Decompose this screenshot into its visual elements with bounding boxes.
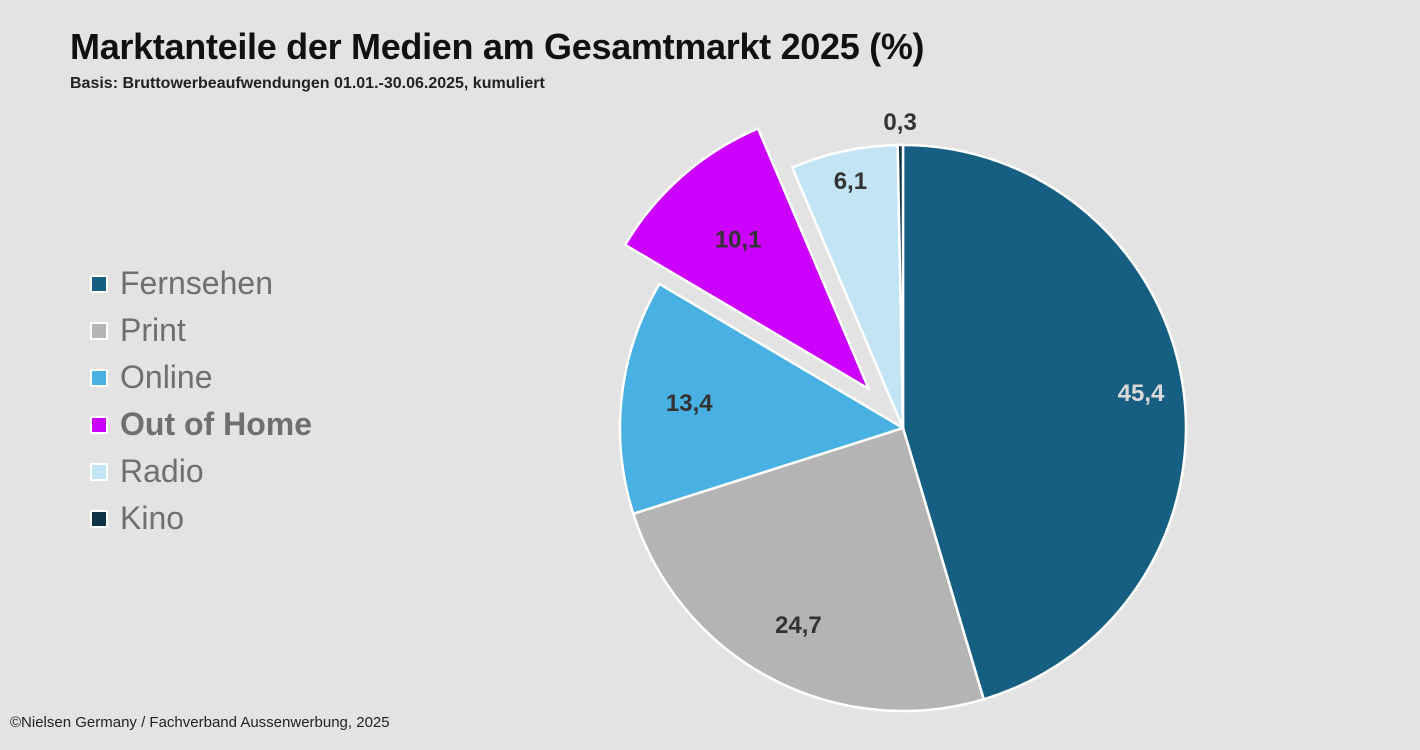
legend-label-kino: Kino xyxy=(120,500,185,536)
legend-item-radio: Radio xyxy=(90,448,312,495)
pie-slice-out-of-home xyxy=(623,127,870,391)
legend-item-fernsehen: Fernsehen xyxy=(90,260,312,307)
pie-slice-kino xyxy=(896,143,905,430)
data-label-out-of-home: 10,1 xyxy=(715,226,762,253)
legend-label-out-of-home: Out of Home xyxy=(120,406,312,442)
legend-item-print: Print xyxy=(90,307,312,354)
pie-slice-print xyxy=(632,426,985,713)
legend-swatch-online xyxy=(90,368,108,387)
legend-label-online: Online xyxy=(120,359,213,395)
data-label-print: 24,7 xyxy=(775,612,822,639)
chart-title: Marktanteile der Medien am Gesamtmarkt 2… xyxy=(70,26,925,67)
source-footer: ©Nielsen Germany / Fachverband Aussenwer… xyxy=(10,714,390,731)
legend-swatch-out-of-home xyxy=(90,415,108,434)
legend-swatch-fernsehen xyxy=(90,274,108,293)
chart-subtitle: Basis: Bruttowerbeaufwendungen 01.01.-30… xyxy=(70,75,545,92)
legend-swatch-print xyxy=(90,321,108,340)
legend-swatch-kino xyxy=(90,509,108,528)
legend-label-print: Print xyxy=(120,312,186,348)
data-label-fernsehen: 45,4 xyxy=(1118,380,1165,407)
legend-item-kino: Kino xyxy=(90,495,312,542)
legend-label-fernsehen: Fernsehen xyxy=(120,265,273,301)
chart-legend: Fernsehen Print Online Out of Home Radio… xyxy=(90,260,312,542)
data-label-kino: 0,3 xyxy=(883,109,916,136)
legend-item-online: Online xyxy=(90,354,312,401)
legend-swatch-radio xyxy=(90,462,108,481)
legend-label-radio: Radio xyxy=(120,453,204,489)
data-label-online: 13,4 xyxy=(666,390,713,417)
pie-slice-online xyxy=(618,282,905,516)
data-label-radio: 6,1 xyxy=(834,168,867,195)
pie-slice-fernsehen xyxy=(901,143,1188,701)
legend-item-out-of-home: Out of Home xyxy=(90,401,312,448)
